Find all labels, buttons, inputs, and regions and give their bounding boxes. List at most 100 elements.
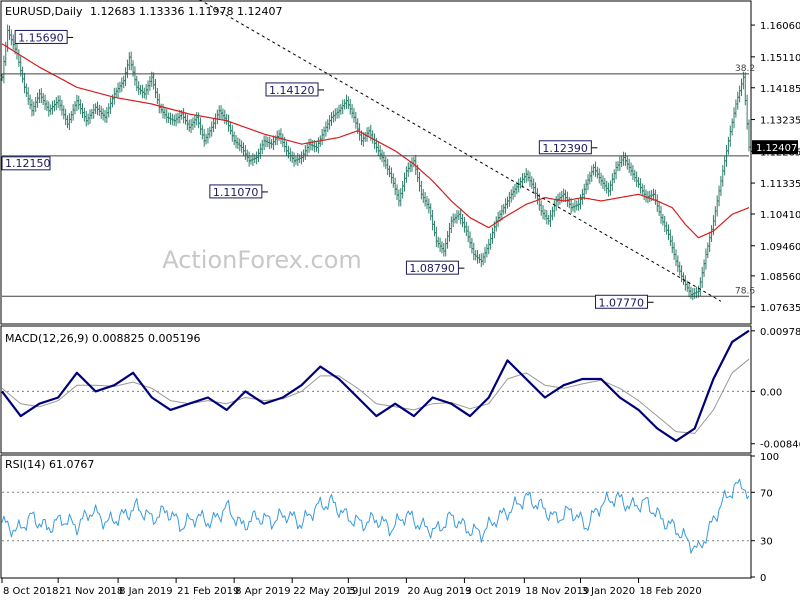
price-bar xyxy=(397,189,401,207)
price-bar xyxy=(97,104,101,116)
annotation-label: 1.15690 xyxy=(18,31,64,44)
price-bar xyxy=(429,203,433,221)
price-bar xyxy=(22,72,26,94)
price-bar xyxy=(182,107,186,124)
price-bar xyxy=(81,103,85,119)
price-bar xyxy=(719,175,723,196)
price-bar xyxy=(204,133,208,145)
price-bar xyxy=(610,173,614,191)
macd-signal-line xyxy=(1,358,750,434)
price-bar xyxy=(461,214,465,228)
price-bar xyxy=(710,225,714,242)
price-bar xyxy=(198,117,202,135)
price-bar xyxy=(526,170,530,182)
price-tick-label: 1.13235 xyxy=(760,116,800,127)
price-bar xyxy=(638,178,642,194)
price-bar xyxy=(305,142,309,156)
price-bar xyxy=(223,109,227,125)
date-tick-label: 18 Feb 2020 xyxy=(640,586,702,597)
price-bar xyxy=(389,167,393,184)
price-bar xyxy=(700,266,704,288)
price-bar xyxy=(434,226,438,248)
price-bar xyxy=(202,128,206,147)
price-bar xyxy=(534,182,538,199)
price-bar xyxy=(747,119,751,152)
price-bar xyxy=(539,200,543,216)
price-bar xyxy=(655,194,659,212)
price-bar xyxy=(335,107,339,119)
price-bar xyxy=(505,196,509,209)
price-bar xyxy=(618,156,622,171)
price-bar xyxy=(674,249,678,267)
price-bar xyxy=(734,99,738,118)
price-bar xyxy=(663,215,667,233)
price-bar xyxy=(470,237,474,254)
annotation-label: 1.11070 xyxy=(213,186,258,199)
price-bar xyxy=(331,110,335,123)
price-bar xyxy=(530,176,534,189)
level-label: 1.12150 xyxy=(5,157,51,170)
price-bar xyxy=(738,85,742,103)
price-bar xyxy=(71,104,75,121)
price-bar xyxy=(148,76,152,91)
price-bar xyxy=(165,108,169,124)
price-bar xyxy=(210,121,214,137)
price-bar xyxy=(135,75,139,92)
price-bar xyxy=(608,180,612,196)
moving-average-line xyxy=(1,43,750,239)
price-bar xyxy=(732,107,736,129)
annotation-box xyxy=(265,82,319,97)
price-bar xyxy=(69,110,73,124)
price-bar xyxy=(39,88,43,104)
price-bar xyxy=(152,72,156,90)
price-tick-label: 1.15110 xyxy=(760,53,800,64)
price-bar xyxy=(195,111,199,126)
price-bar xyxy=(228,121,232,135)
price-bar xyxy=(489,233,493,250)
annotation-box xyxy=(209,184,263,199)
price-bar xyxy=(277,129,281,141)
price-bar xyxy=(592,163,596,176)
price-bar xyxy=(403,172,407,192)
price-bar xyxy=(127,52,131,71)
price-bar xyxy=(124,67,128,87)
price-bar xyxy=(75,94,79,112)
date-tick-label: 3 Jan 2020 xyxy=(582,586,636,597)
rsi-tick-label: 0 xyxy=(760,573,766,584)
price-title: EURUSD,Daily xyxy=(5,5,83,18)
price-bar xyxy=(532,178,536,194)
price-bar xyxy=(607,182,611,197)
price-bar xyxy=(129,51,133,71)
price-bar xyxy=(659,205,663,224)
price-bar xyxy=(421,188,425,203)
price-bar xyxy=(549,210,553,228)
price-bar xyxy=(599,172,603,186)
price-bar xyxy=(103,110,107,123)
price-bar xyxy=(393,177,397,196)
rsi-title: RSI(14) 61.0767 xyxy=(5,458,94,471)
price-bar xyxy=(215,109,219,125)
price-bar xyxy=(26,87,30,105)
price-bar xyxy=(281,133,285,148)
price-bar xyxy=(668,229,672,246)
price-bar xyxy=(466,225,470,243)
price-bar xyxy=(541,205,545,220)
price-bar xyxy=(629,162,633,176)
price-bar xyxy=(440,241,444,254)
price-bar xyxy=(584,179,588,195)
price-bar xyxy=(704,248,708,270)
price-bar xyxy=(474,250,478,261)
price-bar xyxy=(625,155,629,170)
price-bar xyxy=(191,117,195,130)
price-bar xyxy=(721,165,725,187)
level-label-box xyxy=(1,156,51,171)
price-bar xyxy=(189,119,193,134)
price-bar xyxy=(17,49,21,67)
price-bar xyxy=(616,161,620,172)
price-bar xyxy=(711,215,715,236)
price-bar xyxy=(740,78,744,96)
price-bar xyxy=(187,119,191,132)
date-tick-label: 21 Feb 2019 xyxy=(177,586,239,597)
